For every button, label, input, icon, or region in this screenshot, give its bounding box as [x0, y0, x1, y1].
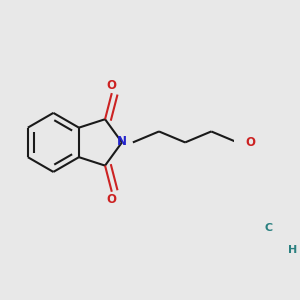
Text: O: O	[107, 193, 117, 206]
Text: C: C	[265, 223, 273, 233]
Text: N: N	[117, 135, 127, 148]
Text: O: O	[245, 136, 255, 149]
Text: H: H	[288, 245, 297, 255]
Text: O: O	[107, 79, 117, 92]
